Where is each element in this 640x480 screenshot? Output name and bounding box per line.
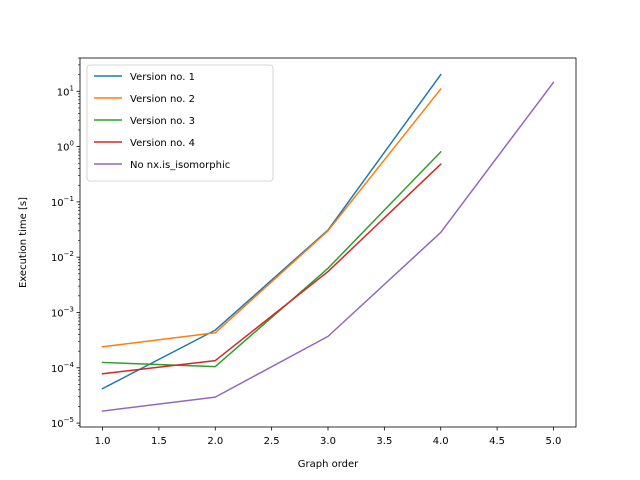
x-tick-label: 2.0 xyxy=(207,436,223,447)
y-tick-label: 10−3 xyxy=(51,305,74,319)
legend-box xyxy=(86,64,274,182)
y-axis-label: Execution time [s] xyxy=(18,197,29,288)
x-tick-label: 2.5 xyxy=(264,436,280,447)
series-line-5 xyxy=(101,81,555,412)
x-tick-label: 1.0 xyxy=(95,436,111,447)
x-tick-label: 3.5 xyxy=(376,436,392,447)
x-tick-label: 1.5 xyxy=(151,436,167,447)
plot-lines xyxy=(101,73,555,412)
series-line-2 xyxy=(101,87,442,348)
legend-label: Version no. 4 xyxy=(130,138,195,149)
y-tick-label: 100 xyxy=(57,140,74,154)
series-line-1 xyxy=(101,73,442,390)
y-tick-label: 10−4 xyxy=(51,361,75,375)
x-tick-label: 4.0 xyxy=(433,436,449,447)
x-tick-label: 5.0 xyxy=(546,436,562,447)
legend-label: Version no. 1 xyxy=(130,72,195,83)
legend-label: Version no. 2 xyxy=(130,94,195,105)
y-tick-label: 101 xyxy=(57,84,74,98)
y-tick-label: 10−2 xyxy=(51,250,74,264)
y-axis-ticks: 10−5 10−4 10−3 10−2 10−1 100 101 xyxy=(51,57,80,430)
y-tick-label: 10−5 xyxy=(51,416,74,430)
legend-label: No nx.is_isomorphic xyxy=(130,160,230,171)
legend: Version no. 1 Version no. 2 Version no. 3 V… xyxy=(86,64,274,182)
series-line-3 xyxy=(101,150,442,368)
x-tick-label: 3.0 xyxy=(320,436,336,447)
legend-label: Version no. 3 xyxy=(130,116,195,127)
x-axis-ticks: 1.0 1.5 2.0 2.5 3.0 3.5 4.0 4.5 5.0 xyxy=(95,427,562,447)
series-line-4 xyxy=(101,163,442,375)
x-axis-label: Graph order xyxy=(298,459,359,470)
x-tick-label: 4.5 xyxy=(489,436,505,447)
y-tick-label: 10−1 xyxy=(51,195,74,209)
